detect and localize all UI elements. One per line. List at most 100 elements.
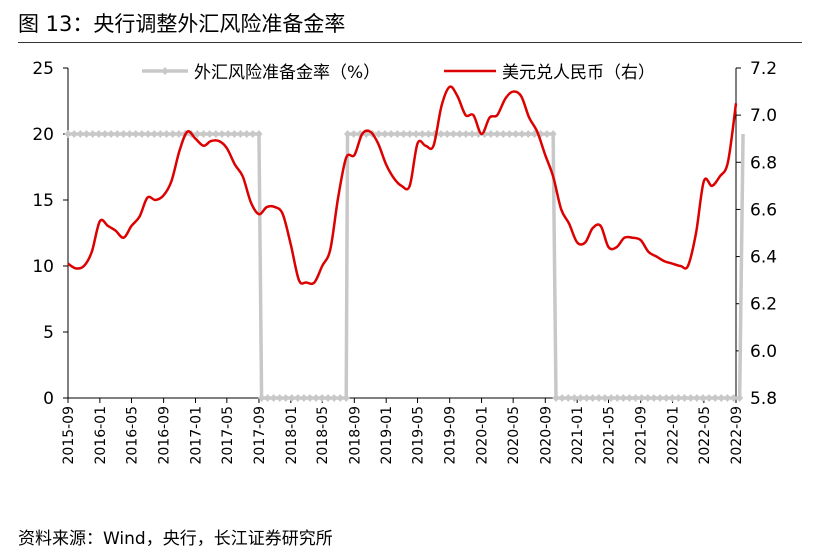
series-marker-reserve-ratio [318,394,326,402]
series-marker-reserve-ratio [449,130,457,138]
series-marker-reserve-ratio [258,394,266,402]
legend-label-usdcny: 美元兑人民币（右） [502,63,655,83]
series-marker-reserve-ratio [601,394,609,402]
x-tick-label: 2017-05 [220,406,236,465]
series-marker-reserve-ratio [76,130,84,138]
series-marker-reserve-ratio [644,394,652,402]
series-marker-reserve-ratio [425,130,433,138]
y-right-tick-label: 6.0 [750,342,777,362]
legend-label-reserve-ratio: 外汇风险准备金率（%） [194,63,380,83]
x-tick-label: 2021-05 [602,406,618,465]
series-marker-reserve-ratio [662,394,670,402]
series-marker-reserve-ratio [70,130,78,138]
series-marker-reserve-ratio [393,130,401,138]
series-marker-reserve-ratio [607,394,615,402]
x-tick-label: 2020-01 [475,406,491,465]
y-left-tick-label: 15 [32,191,54,211]
series-marker-reserve-ratio [668,394,676,402]
x-tick-label: 2019-05 [411,406,427,465]
series-marker-reserve-ratio [270,394,278,402]
series-marker-reserve-ratio [558,394,566,402]
series-marker-reserve-ratio [619,394,627,402]
series-marker-reserve-ratio [699,394,707,402]
x-tick-label: 2019-01 [379,406,395,465]
chart-series [64,85,745,402]
series-marker-reserve-ratio [543,130,551,138]
series-marker-reserve-ratio [499,130,507,138]
series-marker-reserve-ratio [549,130,557,138]
chart-legend: 外汇风险准备金率（%） 美元兑人民币（右） [136,57,655,85]
series-marker-reserve-ratio [723,394,731,402]
series-marker-reserve-ratio [255,130,263,138]
y-left-tick-label: 20 [32,125,54,145]
series-marker-reserve-ratio [400,130,408,138]
series-marker-reserve-ratio [681,394,689,402]
y-left-tick-label: 25 [32,59,54,79]
series-marker-reserve-ratio [456,130,464,138]
x-tick-label: 2016-05 [124,406,140,465]
series-marker-reserve-ratio [736,394,744,402]
series-marker-reserve-ratio [625,394,633,402]
series-marker-reserve-ratio [518,130,526,138]
series-marker-reserve-ratio [294,394,302,402]
series-marker-reserve-ratio [524,130,532,138]
x-tick-label: 2016-09 [157,406,173,465]
figure-title: 图 13：央行调整外汇风险准备金率 [18,12,346,36]
series-marker-reserve-ratio [282,394,290,402]
x-tick-label: 2020-09 [538,406,554,465]
series-marker-reserve-ratio [462,130,470,138]
series-marker-reserve-ratio [138,130,146,138]
series-marker-reserve-ratio [132,130,140,138]
series-marker-reserve-ratio [674,394,682,402]
x-tick-label: 2017-09 [252,406,268,465]
series-marker-reserve-ratio [730,394,738,402]
series-marker-reserve-ratio [156,130,164,138]
series-marker-reserve-ratio [613,394,621,402]
series-marker-reserve-ratio [512,130,520,138]
series-marker-reserve-ratio [224,130,232,138]
series-marker-reserve-ratio [711,394,719,402]
x-tick-label: 2021-09 [634,406,650,465]
y-left-tick-label: 5 [43,323,54,343]
series-marker-reserve-ratio [418,130,426,138]
series-marker-reserve-ratio [336,394,344,402]
series-marker-reserve-ratio [126,130,134,138]
series-marker-reserve-ratio [236,130,244,138]
x-tick-label: 2015-09 [61,406,77,465]
series-marker-reserve-ratio [375,130,383,138]
y-right-tick-label: 7.2 [750,59,777,79]
series-marker-reserve-ratio [193,130,201,138]
series-marker-reserve-ratio [595,394,603,402]
x-tick-label: 2020-05 [506,406,522,465]
series-marker-reserve-ratio [717,394,725,402]
series-marker-reserve-ratio [218,130,226,138]
series-marker-reserve-ratio [64,130,72,138]
series-marker-reserve-ratio [175,130,183,138]
y-left-tick-label: 10 [32,257,54,277]
series-marker-reserve-ratio [468,130,476,138]
series-marker-reserve-ratio [650,394,658,402]
series-marker-reserve-ratio [113,130,121,138]
series-line-reserve-ratio [68,132,745,400]
series-marker-reserve-ratio [693,394,701,402]
series-marker-reserve-ratio [330,394,338,402]
series-marker-reserve-ratio [107,130,115,138]
series-marker-reserve-ratio [687,394,695,402]
y-right-tick-label: 6.2 [750,295,777,315]
y-right-tick-label: 6.4 [750,248,777,268]
series-marker-reserve-ratio [306,394,314,402]
series-marker-reserve-ratio [576,394,584,402]
series-marker-reserve-ratio [705,394,713,402]
series-marker-reserve-ratio [632,394,640,402]
series-marker-reserve-ratio [144,130,152,138]
series-marker-reserve-ratio [163,130,171,138]
series-marker-reserve-ratio [487,130,495,138]
series-marker-reserve-ratio [169,130,177,138]
series-marker-reserve-ratio [656,394,664,402]
series-marker-reserve-ratio [95,130,103,138]
series-marker-reserve-ratio [506,130,514,138]
series-marker-reserve-ratio [324,394,332,402]
series-marker-reserve-ratio [564,394,572,402]
series-marker-reserve-ratio [312,394,320,402]
series-marker-reserve-ratio [387,130,395,138]
